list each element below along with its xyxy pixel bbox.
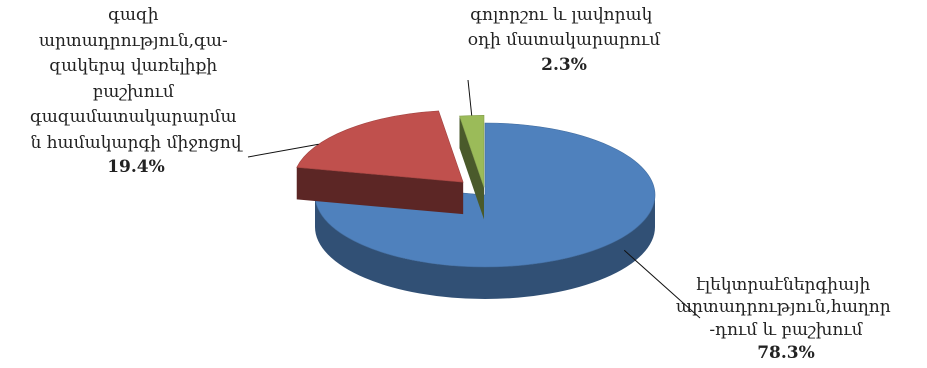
label-line: զակերպ վառելիքի — [49, 56, 217, 76]
slice-top — [314, 122, 656, 268]
label-line: արտադրություն,գա- — [39, 31, 228, 51]
slice-top — [296, 110, 464, 183]
label-line: գոլորշու և լավորակ — [470, 5, 652, 25]
slice-label-electricity: էլեկտրաէներգիայի արտադրություն,հաղոր -դո… — [676, 275, 896, 340]
label-line: գազի — [108, 5, 159, 25]
slice-label-steam: գոլորշու և լավորակ օդի մատակարարում — [468, 5, 661, 50]
slice-wall — [296, 167, 464, 215]
label-line: օդի մատակարարում — [468, 30, 661, 50]
slice-value-gas: 19.4% — [107, 157, 165, 177]
label-line: էլեկտրաէներգիայի — [696, 275, 870, 295]
label-line: գազամատակարարմա — [30, 107, 237, 127]
slice-wall — [459, 116, 484, 220]
slice-top — [459, 115, 485, 188]
label-line: ն համակարգի միջոցով — [31, 133, 243, 153]
leader-line-steam — [467, 79, 473, 116]
pie-slice-gas — [296, 110, 464, 215]
pie-slice-steam — [459, 115, 485, 220]
leader-lines — [247, 79, 701, 319]
slice-value-steam: 2.3% — [541, 55, 587, 75]
label-line: բաշխում — [93, 82, 175, 102]
pie-slices — [296, 110, 656, 299]
leader-line-gas — [247, 143, 319, 158]
leader-line-electricity — [623, 249, 701, 319]
label-line: -դում և բաշխում — [709, 320, 863, 340]
slice-side — [315, 195, 655, 299]
slice-label-gas: գազի արտադրություն,գա- զակերպ վառելիքի բ… — [30, 5, 243, 153]
label-line: արտադրություն,հաղոր — [676, 297, 891, 317]
slice-value-electricity: 78.3% — [757, 343, 815, 363]
